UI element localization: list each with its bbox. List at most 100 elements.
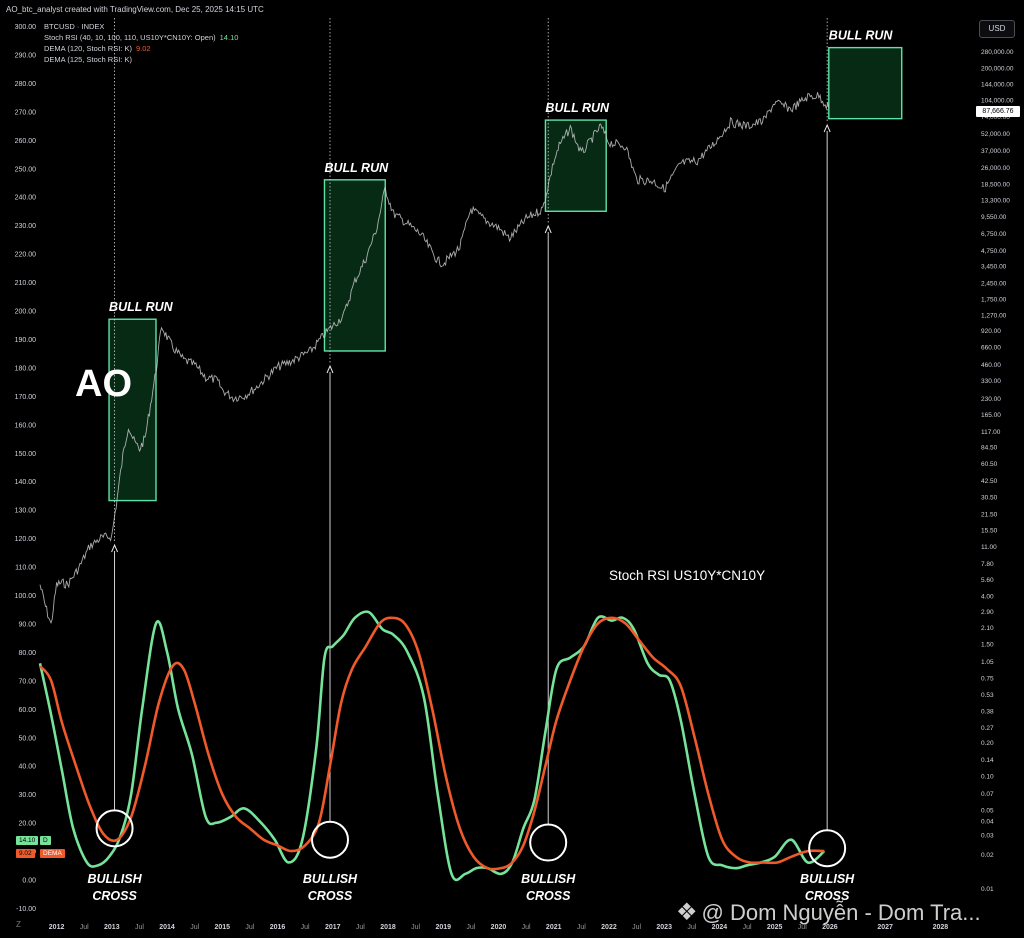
indicator-legend-dema125[interactable]: DEMA (125, Stoch RSI: K) xyxy=(44,55,132,64)
bullish-cross-label: CROSS xyxy=(526,889,571,903)
x-axis-tick-label: 2026 xyxy=(822,924,838,931)
right-axis-tick-label: 84.50 xyxy=(981,445,998,452)
x-axis-tick-label: 2025 xyxy=(767,924,783,931)
right-axis-tick-label: 60.50 xyxy=(981,461,998,468)
x-axis-tick-label: Jul xyxy=(245,924,254,931)
indicator-name: Stoch RSI (40, 10, 100, 110, US10Y*CN10Y… xyxy=(44,33,216,42)
indicator-name: DEMA (120, Stoch RSI: K) xyxy=(44,44,132,53)
x-axis-tick-label: 2019 xyxy=(435,924,451,931)
indicator-legend-stoch[interactable]: Stoch RSI (40, 10, 100, 110, US10Y*CN10Y… xyxy=(44,33,238,42)
right-axis-tick-label: 0.03 xyxy=(981,832,994,839)
bull-run-label: BULL RUN xyxy=(109,300,174,314)
left-axis-tick-label: 50.00 xyxy=(18,735,36,742)
right-axis-tick-label: 0.20 xyxy=(981,740,994,747)
right-axis-tick-label: 30.50 xyxy=(981,494,998,501)
left-axis-tick-label: 140.00 xyxy=(15,479,37,486)
bullish-cross-label: BULLISH xyxy=(800,872,855,886)
right-axis-tick-label: 660.00 xyxy=(981,344,1001,351)
x-axis: 2012 Jul 2013 Jul 2014 Jul 2015 Jul 2016 Jul 2017 J… xyxy=(49,924,948,931)
timezone-icon[interactable]: Z xyxy=(16,920,21,929)
x-axis-tick-label: Jul xyxy=(135,924,144,931)
left-axis-tick-label: 210.00 xyxy=(15,280,37,287)
annotations: AO Stoch RSI US10Y*CN10Y xyxy=(75,363,765,583)
bullish-cross-label: BULLISH xyxy=(303,872,358,886)
x-axis-tick-label: 2028 xyxy=(933,924,949,931)
indicator-legend-dema120[interactable]: DEMA (120, Stoch RSI: K) 9.02 xyxy=(44,44,151,53)
right-axis-tick-label: 0.38 xyxy=(981,708,994,715)
left-axis-tick-label: 250.00 xyxy=(15,166,37,173)
right-axis-tick-label: 104,000.00 xyxy=(981,97,1014,104)
arrow-head-icon xyxy=(823,123,831,133)
left-axis-tick-label: 200.00 xyxy=(15,309,37,316)
right-axis-tick-label: 1,750.00 xyxy=(981,297,1007,304)
x-axis-tick-label: Jul xyxy=(743,924,752,931)
last-price-tag: 87,666.76 xyxy=(976,106,1020,117)
left-axis-tick-label: 60.00 xyxy=(18,707,36,714)
symbol-label: BTCUSD · INDEX xyxy=(44,22,105,31)
bullish-cross-circle xyxy=(311,820,349,859)
x-axis-tick-label: Jul xyxy=(356,924,365,931)
x-axis-tick-label: Jul xyxy=(632,924,641,931)
right-axis-tick-label: 9,550.00 xyxy=(981,214,1007,221)
bullish-cross-circle xyxy=(529,823,568,862)
right-axis-tick-label: 13,300.00 xyxy=(981,198,1010,205)
bullish-cross-label: CROSS xyxy=(92,889,137,903)
left-axis-tick-label: 280.00 xyxy=(15,81,37,88)
right-axis-tick-label: 200,000.00 xyxy=(981,65,1014,72)
x-axis-tick-label: 2013 xyxy=(104,924,120,931)
right-axis-tick-label: 2.10 xyxy=(981,625,994,632)
left-axis-tick-label: 180.00 xyxy=(15,365,37,372)
right-axis-tick-label: 144,000.00 xyxy=(981,81,1014,88)
left-axis-tick-label: 40.00 xyxy=(18,764,36,771)
bull-run-box xyxy=(108,318,157,502)
ao-label: AO xyxy=(75,363,132,405)
right-axis-tick-label: 4,750.00 xyxy=(981,248,1007,255)
bullish-cross-label: BULLISH xyxy=(87,872,142,886)
right-axis-tick-label: 1.50 xyxy=(981,641,994,648)
right-axis-tick-label: 42.50 xyxy=(981,478,998,485)
right-axis-tick-label: 0.75 xyxy=(981,675,994,682)
left-axis-tick-label: 120.00 xyxy=(15,536,37,543)
currency-button[interactable]: USD xyxy=(979,20,1015,38)
right-axis-tick-label: 230.00 xyxy=(981,396,1001,403)
left-axis-tick-label: 190.00 xyxy=(15,337,37,344)
watermark: ❖ @ Dom Nguyễn - Dom Tra... xyxy=(676,898,981,927)
right-axis-tick-label: 1,270.00 xyxy=(981,312,1007,319)
right-axis-tick-label: 3,450.00 xyxy=(981,264,1007,271)
left-axis-tick-label: 270.00 xyxy=(15,109,37,116)
right-axis-tick-label: 0.01 xyxy=(981,886,994,893)
bull-run-label: BULL RUN xyxy=(829,29,894,43)
right-axis-tick-label: 0.02 xyxy=(981,852,994,859)
bull-run-box xyxy=(544,119,607,212)
right-axis-tick-label: 920.00 xyxy=(981,328,1001,335)
dema-letter-tag: DEMA xyxy=(40,849,65,858)
stoch-k-value-tag: 14.10 xyxy=(16,836,39,845)
dema-value-tag: 9.02 xyxy=(16,849,35,858)
right-axis-tick-label: 0.10 xyxy=(981,774,994,781)
right-axis-tick-label: 15.50 xyxy=(981,527,998,534)
left-axis-tick-label: 130.00 xyxy=(15,508,37,515)
left-axis-tick-label: 220.00 xyxy=(15,252,37,259)
indicator-value: 9.02 xyxy=(135,44,151,53)
right-axis-tick-label: 0.14 xyxy=(981,757,994,764)
bull-run-box xyxy=(323,179,386,352)
left-axis-tick-label: 90.00 xyxy=(18,621,36,628)
right-axis-tick-label: 26,000.00 xyxy=(981,165,1010,172)
bull-run-box xyxy=(828,46,903,120)
right-axis: 280,000.00 200,000.00 144,000.00 104,000.00… xyxy=(981,49,1014,893)
indicator-value: 14.10 xyxy=(219,33,239,42)
right-axis-tick-label: 0.04 xyxy=(981,818,994,825)
x-axis-tick-label: 2023 xyxy=(656,924,672,931)
right-axis-tick-label: 7.80 xyxy=(981,561,994,568)
right-axis-tick-label: 21.50 xyxy=(981,511,998,518)
left-axis-tick-label: 70.00 xyxy=(18,678,36,685)
right-axis-tick-label: 0.07 xyxy=(981,791,994,798)
stoch-rsi-line xyxy=(38,610,826,882)
binance-diamond-icon: ❖ xyxy=(676,899,698,926)
right-axis-tick-label: 2,450.00 xyxy=(981,280,1007,287)
right-axis-tick-label: 52,000.00 xyxy=(981,131,1010,138)
x-axis-tick-label: Jul xyxy=(687,924,696,931)
x-axis-tick-label: 2015 xyxy=(214,924,230,931)
series-layer xyxy=(38,92,830,882)
